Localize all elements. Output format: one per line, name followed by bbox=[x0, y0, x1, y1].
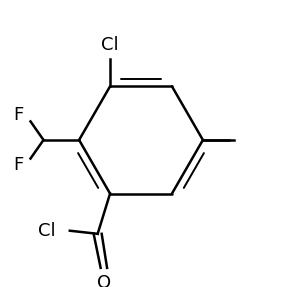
Text: F: F bbox=[13, 106, 23, 124]
Text: O: O bbox=[97, 274, 111, 287]
Text: Cl: Cl bbox=[38, 222, 56, 240]
Text: Cl: Cl bbox=[101, 36, 119, 54]
Text: F: F bbox=[13, 156, 23, 174]
